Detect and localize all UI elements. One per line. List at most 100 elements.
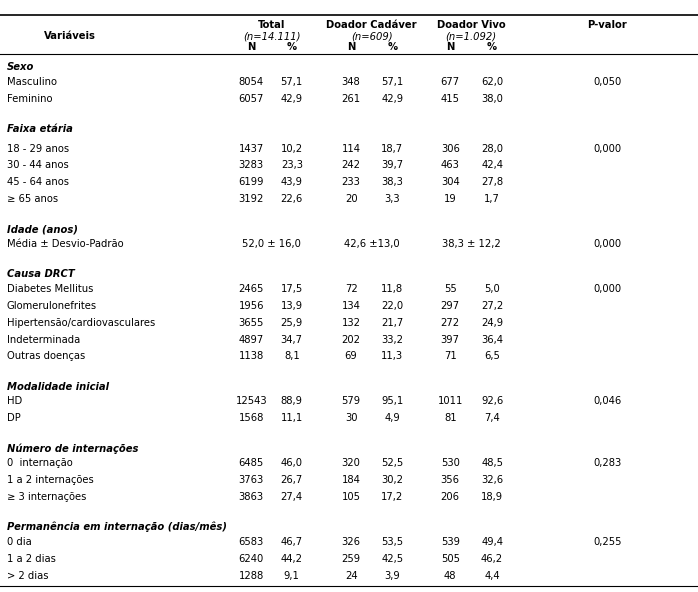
Text: 52,5: 52,5	[381, 458, 403, 468]
Text: 326: 326	[341, 537, 361, 547]
Text: 306: 306	[440, 144, 460, 153]
Text: 0,000: 0,000	[593, 144, 621, 153]
Text: Variáveis: Variáveis	[44, 31, 96, 41]
Text: 5,0: 5,0	[484, 284, 500, 294]
Text: 134: 134	[341, 301, 361, 311]
Text: 27,4: 27,4	[281, 492, 303, 502]
Text: > 2 dias: > 2 dias	[7, 571, 48, 581]
Text: 1138: 1138	[239, 352, 264, 362]
Text: 579: 579	[341, 397, 361, 406]
Text: 33,2: 33,2	[381, 334, 403, 345]
Text: Glomerulonefrites: Glomerulonefrites	[7, 301, 97, 311]
Text: 0 dia: 0 dia	[7, 537, 31, 547]
Text: 184: 184	[341, 475, 361, 485]
Text: 45 - 64 anos: 45 - 64 anos	[7, 178, 69, 187]
Text: 1011: 1011	[438, 397, 463, 406]
Text: N: N	[446, 42, 454, 52]
Text: Permanência em internação (dias/mês): Permanência em internação (dias/mês)	[7, 522, 227, 532]
Text: 27,2: 27,2	[481, 301, 503, 311]
Text: 0,046: 0,046	[593, 397, 621, 406]
Text: 505: 505	[440, 554, 460, 564]
Text: 48: 48	[444, 571, 456, 581]
Text: %: %	[487, 42, 497, 52]
Text: 17,5: 17,5	[281, 284, 303, 294]
Text: 0,255: 0,255	[593, 537, 621, 547]
Text: 4,9: 4,9	[385, 413, 400, 423]
Text: %: %	[387, 42, 397, 52]
Text: 52,0 ± 16,0: 52,0 ± 16,0	[242, 239, 301, 249]
Text: 17,2: 17,2	[381, 492, 403, 502]
Text: 202: 202	[341, 334, 361, 345]
Text: 6057: 6057	[239, 94, 264, 104]
Text: 261: 261	[341, 94, 361, 104]
Text: (n=1.092): (n=1.092)	[445, 31, 497, 41]
Text: 44,2: 44,2	[281, 554, 303, 564]
Text: 92,6: 92,6	[481, 397, 503, 406]
Text: 27,8: 27,8	[481, 178, 503, 187]
Text: 23,3: 23,3	[281, 160, 303, 170]
Text: 3,3: 3,3	[385, 194, 400, 204]
Text: 62,0: 62,0	[481, 77, 503, 87]
Text: 30 - 44 anos: 30 - 44 anos	[7, 160, 68, 170]
Text: 397: 397	[440, 334, 460, 345]
Text: 132: 132	[341, 318, 361, 328]
Text: 11,3: 11,3	[381, 352, 403, 362]
Text: 69: 69	[345, 352, 357, 362]
Text: 42,4: 42,4	[481, 160, 503, 170]
Text: 4,4: 4,4	[484, 571, 500, 581]
Text: P-valor: P-valor	[588, 21, 627, 30]
Text: Total: Total	[258, 21, 285, 30]
Text: 463: 463	[440, 160, 460, 170]
Text: 42,6 ±13,0: 42,6 ±13,0	[344, 239, 399, 249]
Text: 38,0: 38,0	[481, 94, 503, 104]
Text: N: N	[347, 42, 355, 52]
Text: 24,9: 24,9	[481, 318, 503, 328]
Text: HD: HD	[7, 397, 22, 406]
Text: Hipertensão/cardiovasculares: Hipertensão/cardiovasculares	[7, 318, 155, 328]
Text: 81: 81	[444, 413, 456, 423]
Text: 72: 72	[345, 284, 357, 294]
Text: 38,3: 38,3	[381, 178, 403, 187]
Text: (n=609): (n=609)	[351, 31, 392, 41]
Text: 0,000: 0,000	[593, 239, 621, 249]
Text: 2465: 2465	[239, 284, 264, 294]
Text: 53,5: 53,5	[381, 537, 403, 547]
Text: 206: 206	[440, 492, 460, 502]
Text: Faixa etária: Faixa etária	[7, 124, 73, 134]
Text: 415: 415	[440, 94, 460, 104]
Text: 19: 19	[444, 194, 456, 204]
Text: N: N	[247, 42, 255, 52]
Text: 88,9: 88,9	[281, 397, 303, 406]
Text: %: %	[287, 42, 297, 52]
Text: 20: 20	[345, 194, 357, 204]
Text: 3763: 3763	[239, 475, 264, 485]
Text: Feminino: Feminino	[7, 94, 52, 104]
Text: Número de internações: Número de internações	[7, 443, 138, 453]
Text: 0  internação: 0 internação	[7, 458, 73, 468]
Text: 6,5: 6,5	[484, 352, 500, 362]
Text: 3655: 3655	[239, 318, 264, 328]
Text: 272: 272	[440, 318, 460, 328]
Text: 8,1: 8,1	[284, 352, 299, 362]
Text: 233: 233	[341, 178, 361, 187]
Text: 0,283: 0,283	[593, 458, 621, 468]
Text: Idade (anos): Idade (anos)	[7, 224, 78, 234]
Text: 6199: 6199	[239, 178, 264, 187]
Text: 46,7: 46,7	[281, 537, 303, 547]
Text: 3,9: 3,9	[385, 571, 400, 581]
Text: 11,1: 11,1	[281, 413, 303, 423]
Text: Média ± Desvio-Padrão: Média ± Desvio-Padrão	[7, 239, 124, 249]
Text: 57,1: 57,1	[281, 77, 303, 87]
Text: 1288: 1288	[239, 571, 264, 581]
Text: 1 a 2 internações: 1 a 2 internações	[7, 475, 94, 485]
Text: 18,7: 18,7	[381, 144, 403, 153]
Text: 1 a 2 dias: 1 a 2 dias	[7, 554, 56, 564]
Text: 0,000: 0,000	[593, 284, 621, 294]
Text: 12543: 12543	[235, 397, 267, 406]
Text: 320: 320	[341, 458, 361, 468]
Text: 8054: 8054	[239, 77, 264, 87]
Text: 356: 356	[440, 475, 460, 485]
Text: 38,3 ± 12,2: 38,3 ± 12,2	[442, 239, 500, 249]
Text: 10,2: 10,2	[281, 144, 303, 153]
Text: 55: 55	[444, 284, 456, 294]
